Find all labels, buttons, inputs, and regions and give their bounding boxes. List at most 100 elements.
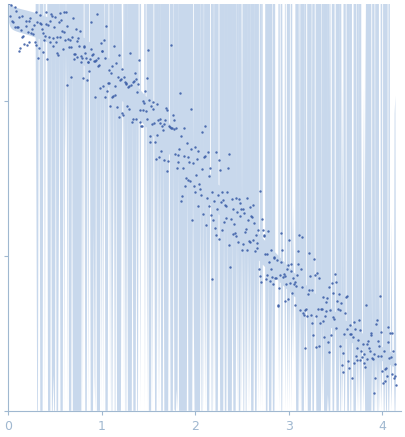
Point (378, 352, 385, 359)
Point (228, 215, 234, 222)
Point (249, 201, 256, 208)
Point (209, 276, 215, 283)
Point (163, 104, 169, 111)
Point (59, 28, 65, 35)
Point (353, 353, 359, 360)
Point (274, 302, 281, 309)
Point (183, 174, 189, 181)
Point (222, 215, 229, 222)
Point (258, 279, 264, 286)
Point (355, 336, 361, 343)
Point (200, 153, 207, 160)
Point (339, 350, 346, 357)
Point (42, 33, 48, 40)
Point (384, 372, 390, 379)
Point (73, 26, 79, 33)
Point (132, 70, 138, 77)
Point (32, 9, 39, 16)
Point (14, 24, 20, 31)
Point (183, 139, 190, 146)
Point (233, 194, 240, 201)
Point (98, 48, 105, 55)
Point (168, 42, 175, 49)
Point (12, 23, 19, 30)
Point (107, 102, 113, 109)
Point (51, 24, 58, 31)
Point (133, 76, 140, 83)
Point (165, 157, 171, 164)
Point (338, 299, 344, 306)
Point (134, 89, 141, 96)
Point (93, 57, 99, 64)
Point (53, 38, 59, 45)
Point (373, 316, 380, 323)
Point (20, 32, 26, 39)
Point (70, 50, 77, 57)
Point (247, 204, 254, 211)
Point (245, 216, 252, 223)
Point (324, 295, 330, 302)
Point (29, 30, 36, 37)
Point (35, 54, 41, 61)
Point (104, 87, 110, 94)
Point (166, 123, 173, 130)
Point (160, 126, 166, 133)
Point (77, 28, 83, 35)
Point (367, 331, 374, 338)
Point (181, 152, 188, 159)
Point (105, 67, 112, 74)
Point (53, 34, 60, 41)
Point (130, 116, 136, 123)
Point (160, 156, 167, 163)
Point (251, 220, 258, 227)
Point (385, 339, 392, 346)
Point (38, 21, 44, 28)
Point (11, 3, 18, 10)
Point (345, 357, 351, 364)
Point (352, 325, 358, 332)
Point (87, 56, 93, 63)
Point (111, 91, 118, 98)
Point (194, 156, 200, 163)
Point (33, 42, 40, 49)
Point (273, 275, 279, 282)
Point (351, 318, 358, 325)
Point (284, 265, 290, 272)
Point (346, 330, 353, 337)
Point (317, 319, 324, 326)
Point (288, 260, 295, 267)
Point (305, 290, 311, 297)
Point (192, 188, 198, 195)
Point (193, 171, 199, 178)
Point (143, 75, 150, 82)
Point (188, 106, 194, 113)
Point (77, 59, 84, 66)
Point (347, 321, 354, 328)
Point (149, 120, 155, 127)
Point (280, 274, 286, 281)
Point (312, 312, 319, 319)
Point (335, 305, 341, 312)
Point (243, 194, 250, 201)
Point (167, 124, 174, 131)
Point (139, 106, 146, 113)
Point (234, 208, 241, 215)
Point (343, 325, 350, 332)
Point (90, 50, 96, 57)
Point (286, 236, 292, 243)
Point (60, 28, 67, 35)
Point (256, 188, 263, 195)
Point (52, 14, 58, 21)
Point (211, 225, 218, 232)
Point (122, 80, 129, 87)
Point (101, 94, 108, 101)
Point (156, 120, 163, 127)
Point (356, 356, 363, 363)
Point (73, 37, 80, 44)
Point (302, 345, 309, 352)
Point (287, 280, 293, 287)
Point (377, 292, 383, 299)
Point (221, 219, 227, 226)
Point (373, 321, 379, 328)
Point (340, 369, 347, 376)
